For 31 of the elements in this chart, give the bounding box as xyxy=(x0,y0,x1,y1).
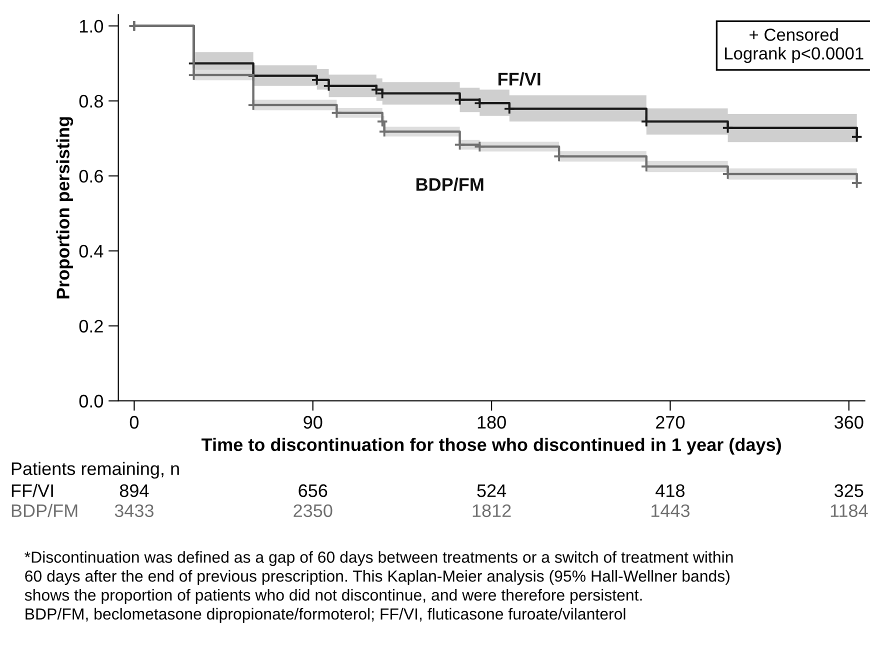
series-label: FF/VI xyxy=(498,72,540,86)
y-tick-label: 1.0 xyxy=(80,20,104,33)
y-tick-label: 0.2 xyxy=(79,320,103,333)
text: 325 xyxy=(834,484,864,498)
x-axis-title: Time to discontinuation for those who discontinued in 1 year (days) xyxy=(202,438,781,455)
text: 524 xyxy=(477,484,506,498)
y-tick-label: 0.6 xyxy=(79,170,103,183)
x-tick-label: 270 xyxy=(656,416,685,429)
annotation: + Censored xyxy=(750,28,838,41)
text: 1184 xyxy=(830,504,868,518)
x-tick-label: 90 xyxy=(304,416,322,429)
annotation: Logrank p<0.0001 xyxy=(725,46,864,64)
y-axis-title: Proportion persisting xyxy=(56,117,74,298)
y-tick-label: 0.0 xyxy=(79,394,104,408)
x-tick-label: 0 xyxy=(130,416,139,429)
text: 418 xyxy=(656,484,685,498)
x-tick-label: 180 xyxy=(478,416,506,429)
y-tick-label: 0.8 xyxy=(79,94,103,108)
text: 1812 xyxy=(472,504,511,518)
text: 656 xyxy=(298,484,328,498)
x-tick-label: 360 xyxy=(834,416,864,429)
text: BDP/FM xyxy=(12,504,78,518)
y-tick-label: 0.4 xyxy=(79,244,104,258)
text: 1443 xyxy=(652,504,690,518)
text: FF/VI xyxy=(12,484,53,498)
text: 2350 xyxy=(294,504,332,518)
text: 3433 xyxy=(114,504,154,518)
text: *Discontinuation was defined as a gap of 60 days between treatments or a switch of treatment within 60 days after the end of previous prescription. This Kaplan-Meier analysis (95% Hall-Wellner bands) shows the proportion of patients who did not discontinue, and were therefore persistent. BDP/FM, beclometasone dipropionate/formoterol; FF/VI, fluticasone furoate/vilanterol xyxy=(24,551,733,623)
series-label: BDP/FM xyxy=(416,178,484,192)
text: 894 xyxy=(120,484,149,498)
text: Patients remaining, n xyxy=(12,462,179,479)
